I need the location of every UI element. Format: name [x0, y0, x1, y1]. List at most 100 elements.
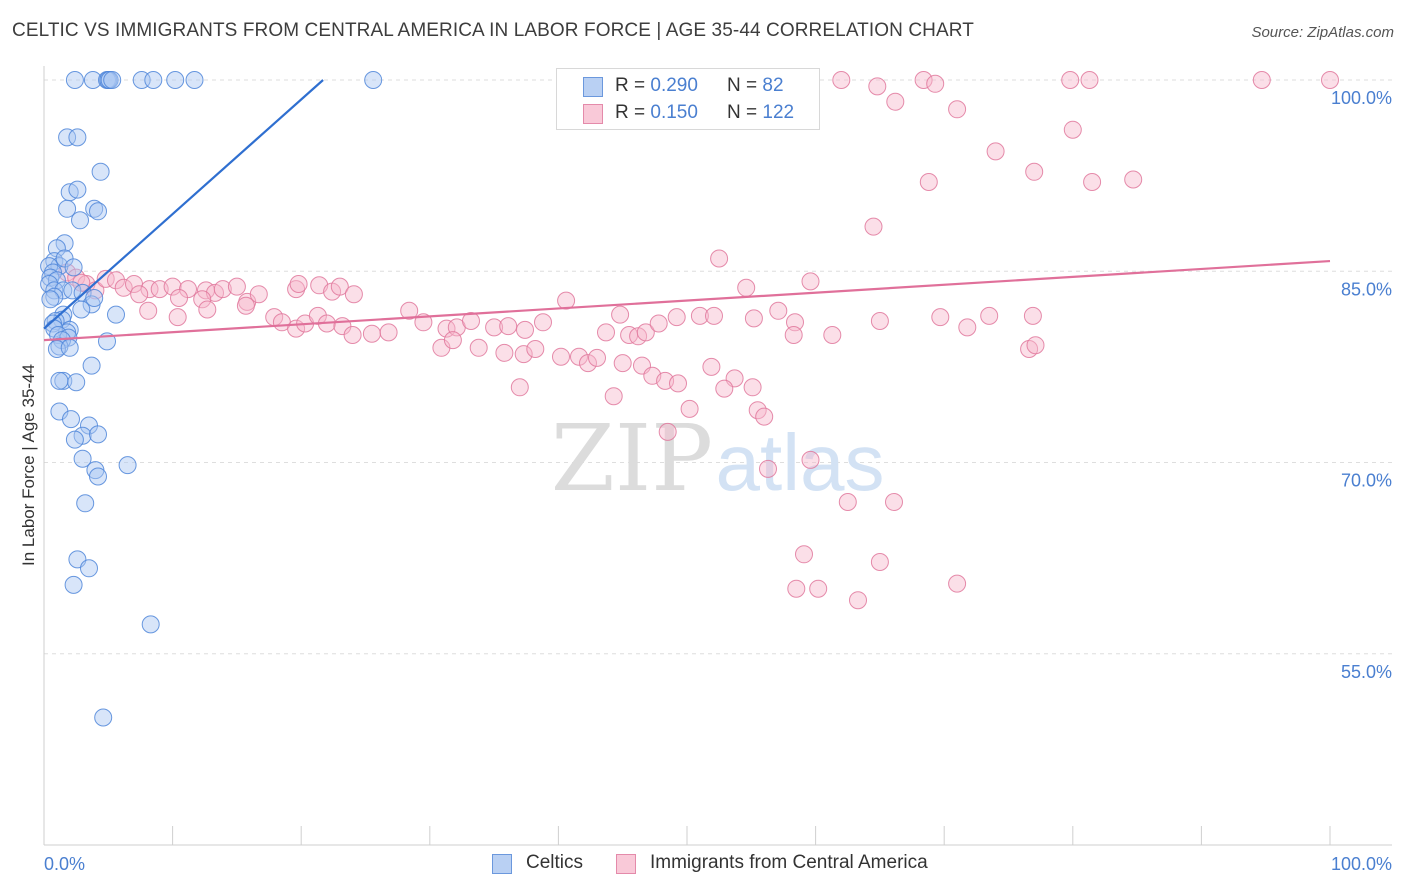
point-immigrants: [715, 379, 734, 398]
point-immigrants: [579, 354, 597, 373]
point-immigrants: [737, 278, 756, 297]
point-celtics: [185, 71, 204, 89]
point-celtics: [76, 494, 95, 513]
point-celtics: [103, 71, 122, 89]
point-immigrants: [1124, 170, 1143, 189]
point-immigrants: [795, 545, 813, 564]
point-immigrants: [213, 280, 232, 299]
point-celtics: [50, 371, 69, 390]
point-immigrants: [1252, 71, 1271, 89]
point-immigrants: [227, 277, 246, 296]
point-celtics: [166, 71, 185, 89]
point-immigrants: [702, 357, 721, 376]
point-immigrants: [613, 354, 632, 373]
point-celtics: [71, 211, 89, 230]
point-celtics: [73, 449, 92, 468]
point-celtics: [68, 180, 87, 199]
y-tick-label: 70.0%: [1341, 471, 1392, 491]
point-immigrants: [832, 71, 851, 89]
point-immigrants: [870, 312, 889, 330]
point-immigrants: [919, 173, 938, 191]
point-immigrants: [510, 378, 529, 397]
point-celtics: [65, 71, 84, 89]
point-immigrants: [980, 306, 999, 325]
point-celtics: [141, 615, 160, 634]
point-celtics: [41, 290, 60, 309]
point-immigrants: [193, 290, 212, 309]
point-immigrants: [710, 249, 729, 268]
point-celtics: [67, 373, 86, 392]
point-immigrants: [1321, 71, 1339, 89]
point-celtics: [91, 162, 110, 181]
point-celtics: [80, 559, 98, 578]
point-immigrants: [849, 591, 867, 610]
point-immigrants: [611, 305, 630, 324]
legend-swatch-celtics: [583, 77, 603, 97]
point-immigrants: [308, 306, 327, 325]
point-celtics: [65, 430, 84, 449]
point-immigrants: [236, 296, 255, 315]
point-immigrants: [552, 347, 570, 366]
point-immigrants: [809, 579, 828, 598]
point-celtics: [46, 312, 65, 330]
point-immigrants: [769, 301, 788, 320]
point-immigrants: [744, 309, 763, 328]
point-immigrants: [784, 326, 803, 344]
point-immigrants: [107, 271, 125, 290]
point-immigrants: [249, 285, 268, 304]
point-immigrants: [649, 314, 668, 333]
x-tick-label: 100.0%: [1331, 854, 1392, 874]
point-immigrants: [516, 320, 534, 339]
point-immigrants: [823, 326, 842, 344]
point-immigrants: [1063, 120, 1082, 139]
point-immigrants: [485, 318, 504, 337]
legend-n-value-celtics: 82: [762, 75, 784, 96]
tick-labels: 55.0% 70.0% 85.0% 100.0% 0.0% 100.0%: [44, 88, 1392, 874]
point-celtics: [364, 71, 383, 89]
bottom-legend-label-celtics: Celtics: [526, 852, 584, 873]
point-immigrants: [864, 217, 883, 236]
point-immigrants: [140, 280, 159, 299]
y-tick-label: 100.0%: [1331, 88, 1392, 108]
point-immigrants: [926, 74, 945, 93]
point-immigrants: [1026, 336, 1045, 355]
point-celtics: [144, 71, 163, 89]
point-immigrants: [400, 301, 419, 320]
trend-lines: [43, 79, 1331, 342]
point-celtics: [54, 371, 73, 390]
point-celtics: [94, 708, 113, 727]
point-immigrants: [114, 278, 133, 297]
point-immigrants: [667, 308, 686, 327]
point-immigrants: [801, 272, 820, 291]
source-credit: Source: ZipAtlas.com: [1251, 24, 1394, 41]
trend-line-celtics: [43, 79, 324, 330]
point-celtics: [64, 575, 83, 594]
point-immigrants: [636, 323, 655, 342]
point-immigrants: [170, 289, 188, 307]
series-celtics-points: [40, 71, 383, 727]
point-immigrants: [443, 331, 462, 350]
point-immigrants: [748, 401, 767, 420]
point-immigrants: [1061, 71, 1080, 89]
series-immigrants-points: [58, 71, 1339, 610]
point-celtics: [63, 281, 82, 300]
point-celtics: [82, 356, 101, 375]
watermark: ZIP atlas: [551, 405, 885, 512]
legend-r-value-immigrants: 0.150: [650, 102, 698, 123]
point-celtics: [89, 425, 107, 444]
y-tick-label: 55.0%: [1341, 662, 1392, 682]
point-celtics: [72, 300, 91, 319]
point-immigrants: [1023, 306, 1042, 325]
watermark-atlas: atlas: [716, 418, 885, 507]
x-tick-label: 0.0%: [44, 854, 85, 874]
point-immigrants: [597, 323, 615, 342]
legend-r-value-celtics: 0.290: [650, 75, 698, 96]
point-immigrants: [330, 277, 349, 296]
point-immigrants: [914, 71, 933, 89]
point-immigrants: [886, 92, 905, 111]
bottom-legend-swatch-immigrants: [616, 854, 636, 874]
point-immigrants: [669, 374, 687, 393]
point-immigrants: [801, 450, 820, 469]
bottom-legend-label-immigrants: Immigrants from Central America: [650, 852, 928, 873]
